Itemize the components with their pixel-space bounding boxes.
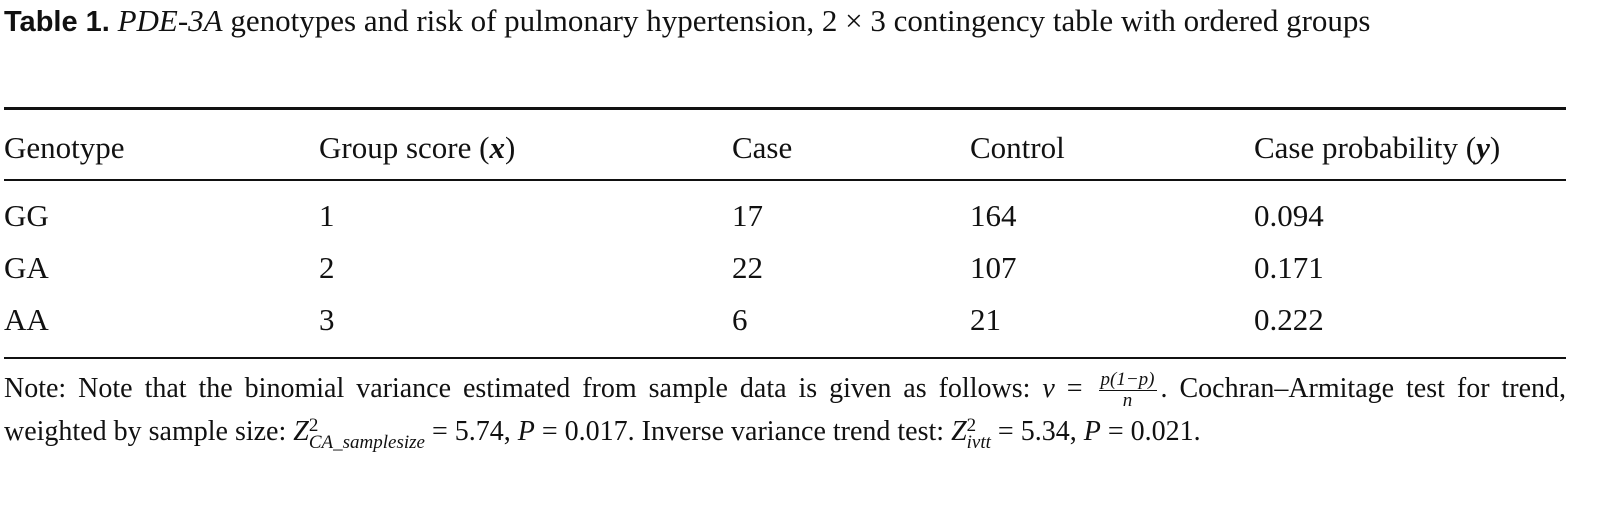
table-caption: Table 1. PDE-3A genotypes and risk of pu… — [4, 0, 1564, 43]
bottom-rule — [4, 357, 1566, 359]
cell-group-score: 3 — [319, 302, 335, 337]
header-case: Case — [732, 130, 793, 165]
cell-case: 22 — [732, 250, 763, 285]
table-label: Table 1. — [4, 6, 110, 38]
header-group-score: Group score (x) — [319, 130, 516, 165]
cell-control: 21 — [970, 302, 1001, 337]
table-note: Note: Note that the binomial variance es… — [4, 369, 1567, 453]
cell-case-probability: 0.222 — [1254, 302, 1324, 337]
gene-name: PDE-3A — [117, 3, 223, 38]
top-rule — [4, 107, 1566, 110]
cell-control: 164 — [970, 198, 1017, 233]
cell-genotype: GG — [4, 198, 49, 233]
cell-control: 107 — [970, 250, 1017, 285]
cell-case: 6 — [732, 302, 748, 337]
header-genotype: Genotype — [4, 130, 125, 165]
header-rule — [4, 179, 1566, 181]
cell-group-score: 1 — [319, 198, 335, 233]
cell-group-score: 2 — [319, 250, 335, 285]
variance-fraction: p(1−p) n — [1098, 369, 1157, 412]
header-control: Control — [970, 130, 1065, 165]
cell-case: 17 — [732, 198, 763, 233]
cell-case-probability: 0.171 — [1254, 250, 1324, 285]
header-case-probability: Case probability (y) — [1254, 130, 1501, 165]
cell-case-probability: 0.094 — [1254, 198, 1324, 233]
cell-genotype: GA — [4, 250, 49, 285]
cell-genotype: AA — [4, 302, 49, 337]
caption-text: genotypes and risk of pulmonary hyperten… — [222, 3, 1371, 38]
